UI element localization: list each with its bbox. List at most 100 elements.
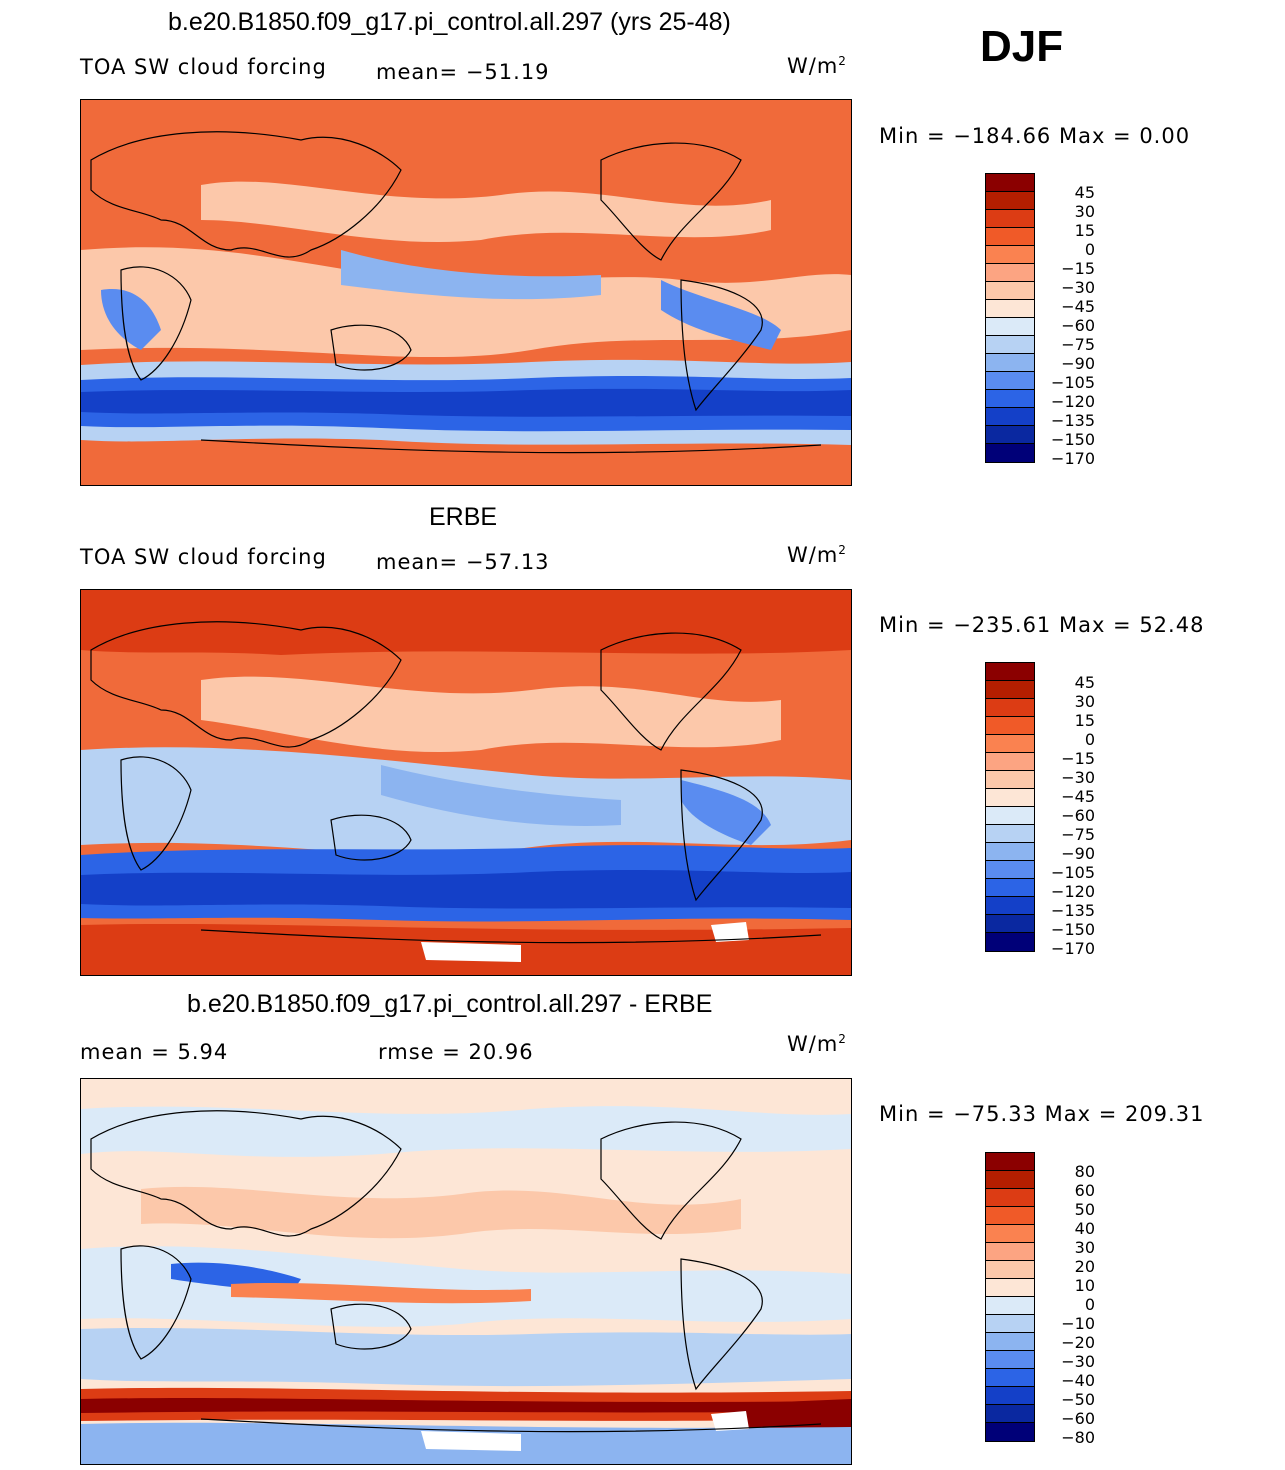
panel1-map — [80, 99, 852, 486]
colorbar-swatch — [986, 1333, 1034, 1351]
colorbar-tick-label: −105 — [1051, 863, 1095, 882]
colorbar-swatch — [986, 735, 1034, 753]
panel2-map — [80, 589, 852, 976]
colorbar-swatch — [986, 246, 1034, 264]
colorbar-swatch — [986, 318, 1034, 336]
colorbar-tick-label: −60 — [1061, 316, 1095, 335]
panel3-mean-label: mean = 5.94 — [80, 1040, 229, 1064]
colorbar-swatch — [986, 717, 1034, 735]
colorbar-swatch — [986, 390, 1034, 408]
colorbar-swatch — [986, 1315, 1034, 1333]
colorbar-swatch — [986, 933, 1034, 951]
colorbar-swatch — [986, 408, 1034, 426]
panel2-colorbar — [985, 662, 1035, 952]
colorbar-swatch — [986, 861, 1034, 879]
colorbar-swatch — [986, 1171, 1034, 1189]
colorbar-tick-label: 0 — [1084, 1295, 1095, 1314]
panel3-map — [80, 1078, 852, 1465]
colorbar-tick-label: −120 — [1051, 882, 1095, 901]
colorbar-swatch — [986, 1351, 1034, 1369]
panel2-left-label: TOA SW cloud forcing — [80, 545, 327, 569]
colorbar-swatch — [986, 807, 1034, 825]
panel3-colorbar-ticks: 80 60 50 40 30 20 10 0 −10 −20 −30 −40 −50 −60 −80 — [1040, 1162, 1095, 1447]
colorbar-tick-label: −15 — [1061, 749, 1095, 768]
colorbar-tick-label: 45 — [1074, 673, 1095, 692]
colorbar-swatch — [986, 354, 1034, 372]
colorbar-tick-label: 10 — [1074, 1276, 1095, 1295]
colorbar-tick-label: −10 — [1061, 1314, 1095, 1333]
colorbar-tick-label: −45 — [1061, 787, 1095, 806]
colorbar-tick-label: −170 — [1051, 449, 1095, 468]
colorbar-tick-label: −40 — [1061, 1371, 1095, 1390]
colorbar-tick-label: −170 — [1051, 939, 1095, 958]
colorbar-swatch — [986, 174, 1034, 192]
colorbar-tick-label: 0 — [1084, 240, 1095, 259]
colorbar-swatch — [986, 444, 1034, 462]
colorbar-swatch — [986, 915, 1034, 933]
colorbar-tick-label: −135 — [1051, 901, 1095, 920]
panel1-left-label: TOA SW cloud forcing — [80, 55, 327, 79]
colorbar-swatch — [986, 789, 1034, 807]
colorbar-swatch — [986, 228, 1034, 246]
colorbar-swatch — [986, 699, 1034, 717]
colorbar-tick-label: −50 — [1061, 1390, 1095, 1409]
colorbar-tick-label: −30 — [1061, 278, 1095, 297]
colorbar-swatch — [986, 1279, 1034, 1297]
colorbar-tick-label: −60 — [1061, 1409, 1095, 1428]
colorbar-tick-label: 30 — [1074, 692, 1095, 711]
panel2-colorbar-ticks: 45 30 15 0 −15 −30 −45 −60 −75 −90 −105 −120 −135 −15… — [1040, 673, 1095, 958]
colorbar-swatch — [986, 300, 1034, 318]
colorbar-swatch — [986, 897, 1034, 915]
colorbar-tick-label: −60 — [1061, 806, 1095, 825]
colorbar-swatch — [986, 663, 1034, 681]
panel1-colorbar — [985, 173, 1035, 463]
colorbar-swatch — [986, 264, 1034, 282]
colorbar-swatch — [986, 1423, 1034, 1441]
colorbar-tick-label: −45 — [1061, 297, 1095, 316]
colorbar-tick-label: 15 — [1074, 221, 1095, 240]
colorbar-swatch — [986, 879, 1034, 897]
panel2-minmax: Min = −235.61 Max = 52.48 — [879, 613, 1205, 637]
panel1-mean-label: mean= −51.19 — [376, 60, 550, 84]
colorbar-swatch — [986, 1297, 1034, 1315]
colorbar-swatch — [986, 336, 1034, 354]
colorbar-swatch — [986, 771, 1034, 789]
panel1-colorbar-ticks: 45 30 15 0 −15 −30 −45 −60 −75 −90 −105 −120 −135 −15… — [1040, 183, 1095, 468]
panel2-title: ERBE — [429, 503, 498, 531]
colorbar-tick-label: −80 — [1061, 1428, 1095, 1447]
panel3-minmax: Min = −75.33 Max = 209.31 — [879, 1102, 1205, 1126]
colorbar-tick-label: 20 — [1074, 1257, 1095, 1276]
colorbar-swatch — [986, 1207, 1034, 1225]
colorbar-tick-label: −30 — [1061, 768, 1095, 787]
panel1-minmax: Min = −184.66 Max = 0.00 — [879, 124, 1191, 148]
colorbar-tick-label: 60 — [1074, 1181, 1095, 1200]
panel1-units: W/m2 — [787, 54, 847, 78]
panel2-mean-label: mean= −57.13 — [376, 550, 550, 574]
colorbar-swatch — [986, 192, 1034, 210]
colorbar-swatch — [986, 681, 1034, 699]
colorbar-tick-label: 0 — [1084, 730, 1095, 749]
colorbar-swatch — [986, 1189, 1034, 1207]
panel2-units: W/m2 — [787, 543, 847, 567]
colorbar-tick-label: 30 — [1074, 1238, 1095, 1257]
panel3-units: W/m2 — [787, 1032, 847, 1056]
colorbar-tick-label: −75 — [1061, 335, 1095, 354]
colorbar-tick-label: 45 — [1074, 183, 1095, 202]
colorbar-swatch — [986, 426, 1034, 444]
colorbar-swatch — [986, 372, 1034, 390]
colorbar-swatch — [986, 1225, 1034, 1243]
colorbar-swatch — [986, 843, 1034, 861]
colorbar-tick-label: −90 — [1061, 354, 1095, 373]
panel3-title: b.e20.B1850.f09_g17.pi_control.all.297 -… — [187, 990, 713, 1018]
colorbar-swatch — [986, 753, 1034, 771]
colorbar-tick-label: −150 — [1051, 920, 1095, 939]
colorbar-tick-label: 40 — [1074, 1219, 1095, 1238]
colorbar-tick-label: −30 — [1061, 1352, 1095, 1371]
colorbar-tick-label: 50 — [1074, 1200, 1095, 1219]
colorbar-swatch — [986, 1405, 1034, 1423]
colorbar-swatch — [986, 210, 1034, 228]
colorbar-tick-label: 30 — [1074, 202, 1095, 221]
colorbar-swatch — [986, 282, 1034, 300]
panel3-colorbar — [985, 1152, 1035, 1442]
colorbar-swatch — [986, 1153, 1034, 1171]
